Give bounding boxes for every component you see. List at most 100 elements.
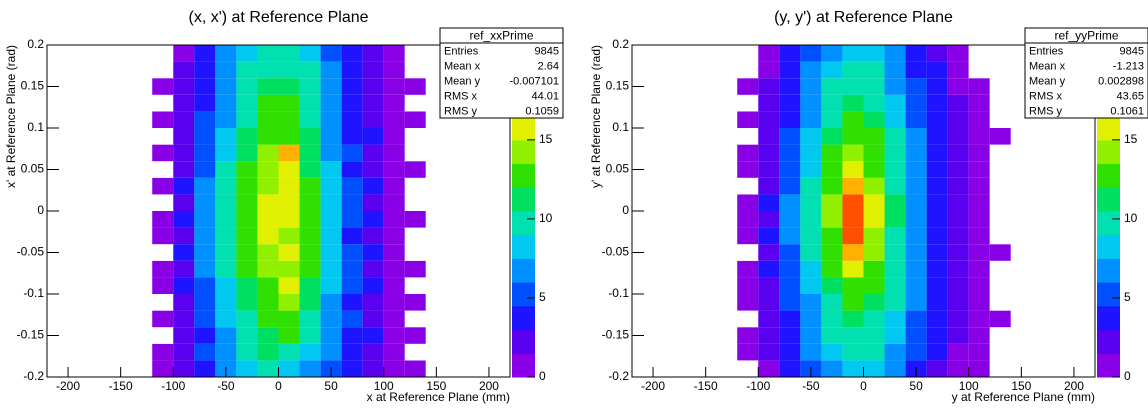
- heat-cell: [173, 45, 195, 62]
- heat-cell: [383, 260, 405, 278]
- heat-cell: [320, 260, 342, 278]
- heat-cell: [194, 227, 216, 245]
- heat-cell: [383, 327, 405, 344]
- heat-cell: [737, 194, 759, 211]
- stats-value: 0.002898: [1098, 75, 1144, 87]
- heat-cell: [236, 78, 258, 95]
- heat-cell: [299, 294, 321, 311]
- x-tick-label: 200: [1064, 379, 1084, 393]
- heat-cell: [425, 194, 447, 211]
- heat-cell: [299, 277, 321, 294]
- heat-cell: [758, 310, 780, 328]
- y-tick-label: -0.15: [602, 328, 630, 342]
- y-tick-label: 0.1: [27, 120, 44, 134]
- heat-cell: [821, 360, 843, 377]
- heat-cell: [1010, 144, 1032, 162]
- heat-cell: [821, 244, 843, 261]
- heat-cell: [884, 227, 906, 245]
- heat-cell: [926, 327, 948, 344]
- heat-cell: [863, 111, 885, 128]
- heat-cell: [341, 94, 363, 112]
- stats-key: Mean y: [444, 75, 481, 87]
- heat-cell: [1010, 327, 1032, 344]
- heat-cell: [236, 277, 258, 294]
- heat-cell: [842, 277, 864, 294]
- heat-cell: [863, 161, 885, 178]
- stats-key: Mean y: [1029, 75, 1066, 87]
- heat-cell: [341, 310, 363, 328]
- heat-cell: [968, 61, 990, 79]
- heat-cell: [1010, 177, 1032, 195]
- heat-cell: [968, 260, 990, 278]
- heat-cell: [194, 327, 216, 344]
- heat-cell: [926, 343, 948, 361]
- heat-cell: [947, 244, 969, 261]
- heat-cell: [779, 94, 801, 112]
- heat-cell: [821, 343, 843, 361]
- heat-cell: [947, 144, 969, 162]
- heat-cell: [299, 94, 321, 112]
- colorbar-segment: [1097, 163, 1120, 188]
- chart-title: (y, y') at Reference Plane: [774, 9, 953, 26]
- x-tick-label: -100: [746, 379, 770, 393]
- heat-cell: [215, 194, 237, 211]
- x-tick-label: 50: [909, 379, 923, 393]
- heat-cell: [863, 194, 885, 211]
- heat-cell: [884, 343, 906, 361]
- heat-cell: [320, 227, 342, 245]
- heat-cell: [383, 244, 405, 261]
- heat-cell: [737, 128, 759, 145]
- heat-cell: [362, 327, 384, 344]
- heat-cell: [236, 94, 258, 112]
- heat-cell: [278, 94, 300, 112]
- heat-cell: [737, 327, 759, 344]
- heat-cell: [1010, 194, 1032, 211]
- heat-cell: [968, 227, 990, 245]
- heat-cell: [320, 61, 342, 79]
- heat-cell: [968, 360, 990, 377]
- heat-cell: [383, 45, 405, 62]
- heat-cell: [905, 78, 927, 95]
- heat-cell: [758, 78, 780, 95]
- heat-cell: [989, 45, 1011, 62]
- heat-cell: [236, 161, 258, 178]
- heat-cell: [989, 343, 1011, 361]
- heat-cell: [1010, 294, 1032, 311]
- x-tick-label: -150: [109, 379, 133, 393]
- heat-cell: [299, 310, 321, 328]
- y-tick-label: 0.1: [612, 120, 629, 134]
- heat-cell: [320, 310, 342, 328]
- heat-cell: [800, 128, 822, 145]
- x-tick-label: -50: [802, 379, 820, 393]
- heat-cell: [173, 144, 195, 162]
- colorbar-segment: [512, 211, 535, 236]
- heat-cell: [383, 310, 405, 328]
- heat-cell: [215, 111, 237, 128]
- heat-cell: [257, 360, 279, 377]
- heat-cell: [257, 277, 279, 294]
- colorbar-segment: [512, 234, 535, 259]
- heat-cell: [926, 94, 948, 112]
- heat-cell: [968, 161, 990, 178]
- heat-cell: [842, 94, 864, 112]
- heat-cell: [215, 260, 237, 278]
- heat-cell: [236, 45, 258, 62]
- heat-cell: [947, 227, 969, 245]
- y-tick-label: 0.2: [612, 37, 629, 51]
- heat-cell: [779, 161, 801, 178]
- heat-cell: [1010, 161, 1032, 178]
- heat-cell: [947, 111, 969, 128]
- heat-cell: [278, 144, 300, 162]
- stats-key: Mean x: [444, 60, 481, 72]
- heat-cell: [758, 94, 780, 112]
- heat-cell: [926, 227, 948, 245]
- x-tick-label: 0: [860, 379, 867, 393]
- colorbar-segment: [1097, 139, 1120, 165]
- heat-cell: [425, 343, 447, 361]
- y-tick-label: -0.15: [17, 328, 45, 342]
- heat-cell: [362, 94, 384, 112]
- heat-cell: [194, 161, 216, 178]
- heat-cell: [800, 277, 822, 294]
- colorbar-segment: [1097, 258, 1120, 283]
